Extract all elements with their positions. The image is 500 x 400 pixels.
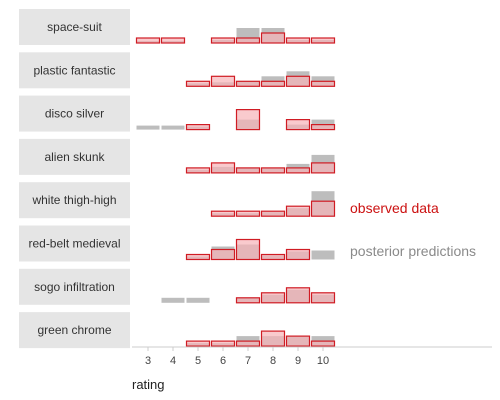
observed-bar <box>285 75 311 87</box>
observed-bar <box>285 37 311 44</box>
facet-strip-label: disco silver <box>45 107 104 121</box>
observed-bar <box>235 210 261 217</box>
x-tick-label: 4 <box>170 355 176 367</box>
facet-strip-bg <box>19 225 130 262</box>
x-tick-label: 9 <box>295 355 301 367</box>
observed-bar <box>285 287 311 304</box>
observed-bar <box>235 167 261 174</box>
observed-bar <box>235 37 261 44</box>
observed-bar <box>235 297 261 304</box>
posterior-bar <box>136 125 160 130</box>
observed-bar <box>310 292 336 304</box>
observed-bar <box>210 210 236 217</box>
observed-bar <box>285 248 311 261</box>
observed-bar <box>185 80 211 87</box>
x-tick-label: 3 <box>145 355 151 367</box>
legend-posterior-label: posterior predictions <box>350 243 476 259</box>
posterior-bar <box>161 125 185 130</box>
observed-bar <box>135 37 161 44</box>
observed-bar <box>260 167 286 174</box>
observed-bar <box>185 253 211 261</box>
observed-bar <box>235 238 261 261</box>
observed-bar <box>260 80 286 87</box>
observed-bar <box>210 162 236 174</box>
observed-bar <box>235 80 261 87</box>
observed-bar <box>235 340 261 347</box>
panel-alien-skunk: alien skunk <box>19 138 336 175</box>
observed-bar <box>210 37 236 44</box>
facet-strip-bg <box>19 95 130 132</box>
facet-strip-label: red-belt medieval <box>28 237 120 251</box>
observed-bar <box>235 108 261 131</box>
facet-strip-bg <box>19 268 130 305</box>
panel-white-thigh-high: white thigh-high <box>19 182 336 219</box>
observed-bar <box>285 167 311 174</box>
observed-bar <box>285 205 311 217</box>
observed-bar <box>210 248 236 261</box>
observed-bar <box>310 340 336 347</box>
observed-bar <box>185 123 211 131</box>
posterior-bar <box>161 297 185 303</box>
observed-bar <box>310 123 336 131</box>
x-tick-label: 5 <box>195 355 201 367</box>
panels-group: space-suit plastic fantastic disco silver a… <box>19 9 336 349</box>
observed-bar <box>185 340 211 347</box>
observed-bar <box>210 75 236 87</box>
facet-strip-bg <box>19 9 130 45</box>
observed-bar <box>260 210 286 217</box>
x-tick-label: 10 <box>317 355 329 367</box>
facet-strip-bg <box>19 182 130 219</box>
observed-bar <box>160 37 186 44</box>
observed-bar <box>260 330 286 347</box>
observed-bar <box>310 162 336 174</box>
observed-bar <box>260 292 286 304</box>
panel-green-chrome: green chrome <box>19 312 336 349</box>
observed-bar <box>260 32 286 44</box>
observed-bar <box>185 167 211 174</box>
x-axis-title: rating <box>132 377 165 392</box>
facet-strip-bg <box>19 138 130 175</box>
panel-sogo-infiltration: sogo infiltration <box>19 268 336 305</box>
observed-bar <box>310 200 336 217</box>
facet-strip-label: white thigh-high <box>31 193 116 207</box>
observed-bar <box>310 80 336 87</box>
observed-bar <box>210 340 236 347</box>
panel-red-belt-medieval: red-belt medieval <box>19 225 335 262</box>
x-tick-label: 7 <box>245 355 251 367</box>
observed-bar <box>260 253 286 261</box>
facet-strip-bg <box>19 312 130 349</box>
x-axis-ticks: 3 4 5 6 7 8 9 10 <box>145 347 329 367</box>
panel-plastic-fantastic: plastic fantastic <box>19 52 336 89</box>
observed-bar <box>285 118 311 131</box>
panel-space-suit: space-suit <box>19 9 336 45</box>
facet-strip-label: sogo infiltration <box>34 280 115 294</box>
facet-strip-bg <box>19 52 130 89</box>
x-tick-label: 6 <box>220 355 226 367</box>
legend-observed-label: observed data <box>350 200 439 216</box>
panel-disco-silver: disco silver <box>19 95 336 132</box>
facet-strip-label: space-suit <box>47 20 102 34</box>
facet-strip-label: plastic fantastic <box>33 63 115 77</box>
facet-strip-label: alien skunk <box>44 150 105 164</box>
x-tick-label: 8 <box>270 355 276 367</box>
observed-bar <box>285 335 311 347</box>
observed-bar <box>310 37 336 44</box>
posterior-bar <box>311 250 335 260</box>
facet-strip-label: green chrome <box>37 323 111 337</box>
posterior-bar <box>186 297 210 303</box>
